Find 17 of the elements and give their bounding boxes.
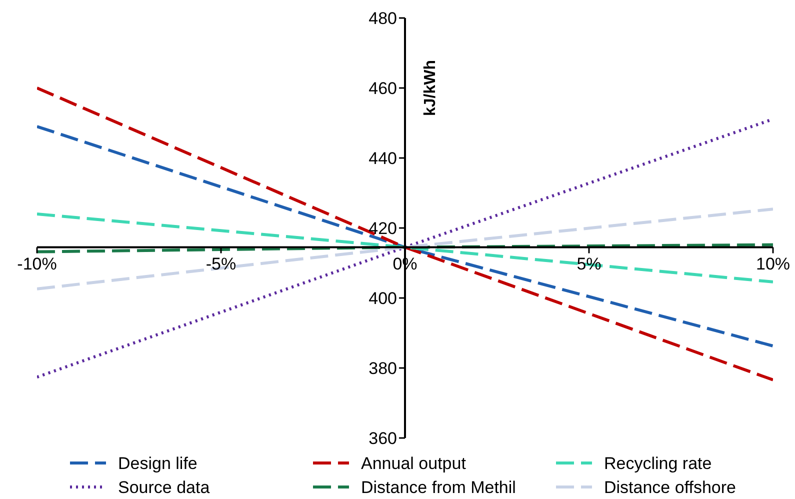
x-tick-label: 10% [756, 254, 790, 274]
y-tick-label: 440 [368, 148, 397, 168]
y-tick-label: 380 [368, 358, 397, 378]
y-tick-label: 360 [368, 428, 397, 448]
y-axis-title: kJ/kWh [422, 60, 439, 116]
x-tick-label: -5% [206, 254, 236, 274]
y-tick-label: 400 [368, 288, 397, 308]
legend-label: Recycling rate [604, 454, 712, 473]
legend-label: Annual output [361, 454, 466, 473]
x-tick-label: -10% [17, 254, 57, 274]
legend-label: Source data [118, 478, 210, 497]
legend-label: Distance offshore [604, 478, 736, 497]
legend-label: Distance from Methil [361, 478, 516, 497]
legend-label: Design life [118, 454, 198, 473]
y-tick-label: 420 [368, 218, 397, 238]
y-tick-label: 480 [368, 8, 397, 28]
y-tick-label: 460 [368, 78, 397, 98]
